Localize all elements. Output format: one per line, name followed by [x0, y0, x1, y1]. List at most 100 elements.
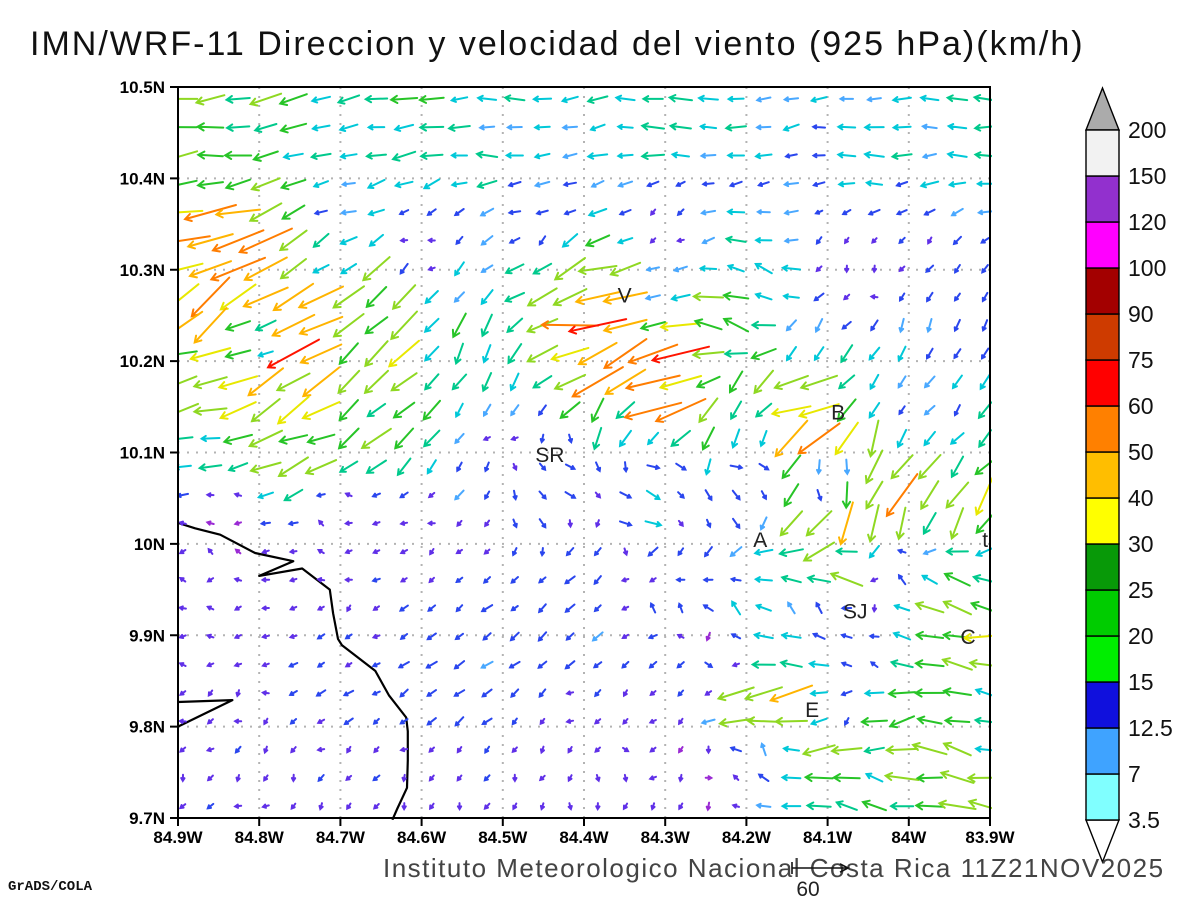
wind-arrow	[787, 601, 796, 615]
coastline-path	[178, 699, 234, 728]
wind-arrow	[178, 209, 204, 214]
x-tick-label: 84.9W	[153, 828, 203, 847]
wind-arrow	[372, 717, 380, 725]
wind-arrow	[807, 660, 830, 668]
wind-arrow	[178, 633, 187, 639]
y-tick-label: 10.4N	[120, 169, 165, 188]
wind-arrow	[979, 373, 991, 391]
wind-arrow	[668, 122, 692, 131]
wind-arrow	[574, 291, 621, 305]
wind-arrow	[753, 548, 774, 556]
wind-arrow	[562, 181, 577, 187]
wind-arrow	[540, 320, 600, 330]
wind-arrow	[512, 773, 518, 783]
wind-arrow	[428, 576, 435, 584]
wind-arrow	[594, 746, 601, 753]
wind-arrow	[730, 400, 743, 421]
wind-arrow	[178, 150, 199, 158]
wind-arrow	[837, 181, 856, 188]
wind-arrow	[189, 347, 232, 362]
wind-arrow	[914, 630, 945, 641]
wind-arrow	[809, 96, 828, 103]
wind-arrow	[249, 461, 282, 474]
wind-arrow	[650, 802, 656, 811]
wind-arrow	[453, 291, 465, 303]
wind-arrow	[898, 405, 906, 416]
wind-arrow	[754, 603, 772, 612]
wind-arrow	[892, 631, 912, 641]
wind-arrow	[614, 94, 636, 102]
wind-arrow	[205, 633, 215, 639]
wind-arrow	[428, 746, 435, 753]
colorbar-label: 7	[1128, 761, 1141, 787]
y-tick-label: 10.1N	[120, 444, 165, 463]
wind-arrow	[675, 577, 686, 583]
wind-arrow	[595, 802, 601, 812]
wind-arrow	[726, 208, 746, 216]
colorbar: 3.5 7 12.5 15 20 25 30 40 50 60 75 90 100 120 150 200	[1084, 86, 1173, 864]
wind-arrow	[783, 237, 799, 244]
colorbar-label: 200	[1128, 117, 1166, 143]
wind-arrow	[895, 181, 909, 188]
wind-arrow	[595, 774, 601, 783]
wind-arrow	[393, 180, 414, 189]
wind-arrow	[698, 397, 719, 424]
wind-arrow	[816, 459, 822, 476]
wind-arrow	[895, 209, 908, 216]
wind-arrows-layer	[178, 92, 992, 812]
wind-arrow	[426, 717, 437, 726]
wind-arrow	[256, 491, 274, 500]
wind-arrow	[701, 236, 715, 245]
wind-arrow	[814, 318, 824, 334]
x-axis-labels: 84.9W 84.8W 84.7W 84.6W 84.5W 84.4W 84.3W 84.2W…	[153, 828, 1015, 847]
wind-arrow	[731, 662, 740, 668]
wind-arrow	[841, 320, 852, 330]
wind-arrow	[301, 366, 340, 398]
wind-arrow	[426, 237, 436, 243]
wind-arrow	[648, 577, 657, 583]
wind-arrow	[254, 319, 277, 332]
colorbar-segment	[1085, 681, 1120, 729]
wind-arrow	[178, 718, 187, 724]
wind-arrow	[537, 660, 548, 669]
wind-arrow	[483, 403, 492, 418]
wind-arrow	[590, 180, 605, 188]
wind-arrow	[476, 179, 498, 189]
wind-arrow	[178, 375, 198, 385]
wind-arrow	[974, 459, 992, 476]
wind-arrow	[539, 717, 546, 726]
wind-arrow	[729, 546, 743, 558]
wind-arrow	[864, 180, 884, 187]
wind-arrow	[484, 490, 491, 501]
wind-arrow	[206, 577, 215, 583]
wind-arrow	[753, 576, 773, 583]
wind-arrow	[363, 369, 389, 395]
wind-arrow	[920, 123, 938, 130]
wind-arrow	[257, 350, 274, 358]
wind-arrow	[893, 603, 911, 612]
wind-arrow	[478, 124, 496, 131]
wind-arrow	[869, 294, 879, 300]
wind-arrow	[346, 604, 352, 613]
wind-arrow	[973, 716, 992, 725]
wind-arrow	[926, 318, 933, 334]
wind-arrow	[670, 293, 691, 302]
wind-arrow	[298, 315, 344, 336]
wind-arrow	[942, 687, 972, 697]
wind-arrow	[272, 282, 315, 312]
wind-arrow	[371, 690, 381, 696]
wind-arrow	[288, 548, 298, 555]
colorbar-label: 20	[1128, 623, 1154, 649]
wind-arrow	[754, 237, 773, 244]
wind-arrow	[697, 94, 719, 103]
wind-arrow	[815, 601, 823, 614]
wind-arrow	[346, 745, 352, 754]
wind-arrow	[482, 632, 492, 641]
wind-arrow	[834, 800, 858, 811]
coastline-path	[178, 521, 409, 820]
wind-arrow	[718, 717, 754, 728]
wind-arrow	[399, 688, 409, 698]
wind-arrow	[279, 178, 307, 191]
wind-arrow	[676, 661, 685, 669]
